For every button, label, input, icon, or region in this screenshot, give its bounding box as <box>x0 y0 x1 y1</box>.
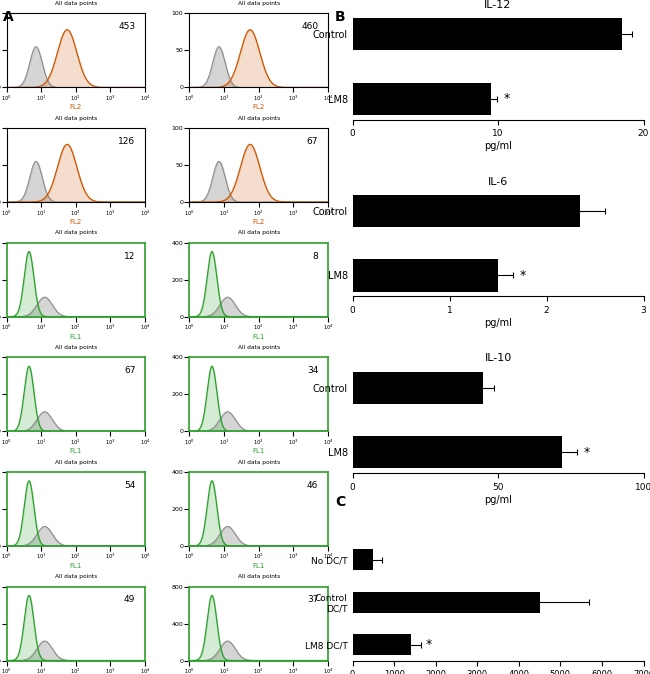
Text: 34: 34 <box>307 366 318 375</box>
X-axis label: FL1: FL1 <box>253 448 265 454</box>
X-axis label: FL1: FL1 <box>70 448 82 454</box>
Text: 37: 37 <box>307 595 318 605</box>
X-axis label: pg/ml: pg/ml <box>484 495 512 505</box>
Bar <box>352 549 373 570</box>
Text: All data points: All data points <box>238 1 280 6</box>
Text: All data points: All data points <box>55 345 97 350</box>
Bar <box>352 634 411 655</box>
Text: All data points: All data points <box>238 345 280 350</box>
X-axis label: pg/ml: pg/ml <box>484 141 512 151</box>
Text: 453: 453 <box>118 22 135 32</box>
X-axis label: FL2: FL2 <box>70 219 82 225</box>
X-axis label: FL1: FL1 <box>253 563 265 569</box>
X-axis label: FL1: FL1 <box>70 334 82 340</box>
X-axis label: FL1: FL1 <box>253 334 265 340</box>
Text: *: * <box>520 269 526 282</box>
Bar <box>352 372 484 404</box>
Text: All data points: All data points <box>55 574 97 579</box>
Bar <box>352 195 580 227</box>
Text: All data points: All data points <box>238 574 280 579</box>
Title: IL-6: IL-6 <box>488 177 508 187</box>
Text: 67: 67 <box>124 366 135 375</box>
Title: IL-12: IL-12 <box>484 0 512 10</box>
Text: All data points: All data points <box>55 231 97 235</box>
Text: All data points: All data points <box>238 460 280 464</box>
Text: C: C <box>335 495 345 510</box>
X-axis label: pg/ml: pg/ml <box>484 318 512 328</box>
Text: 49: 49 <box>124 595 135 605</box>
Title: IL-10: IL-10 <box>484 353 512 363</box>
Text: 46: 46 <box>307 481 318 490</box>
Title: LM8: LM8 <box>249 0 269 1</box>
Text: A: A <box>3 10 14 24</box>
Text: *: * <box>425 638 432 651</box>
Text: All data points: All data points <box>55 460 97 464</box>
X-axis label: FL2: FL2 <box>253 104 265 111</box>
Text: 67: 67 <box>307 137 318 146</box>
Text: All data points: All data points <box>55 1 97 6</box>
Text: 460: 460 <box>301 22 318 32</box>
Text: All data points: All data points <box>55 116 97 121</box>
Text: 126: 126 <box>118 137 135 146</box>
Text: 8: 8 <box>313 251 318 261</box>
Text: 54: 54 <box>124 481 135 490</box>
Bar <box>352 436 562 468</box>
Text: 12: 12 <box>124 251 135 261</box>
X-axis label: FL1: FL1 <box>70 563 82 569</box>
Bar <box>352 259 498 292</box>
Bar <box>352 18 621 51</box>
Text: All data points: All data points <box>238 231 280 235</box>
Text: B: B <box>335 10 345 24</box>
X-axis label: FL2: FL2 <box>253 219 265 225</box>
Title: Control: Control <box>58 0 94 1</box>
Text: All data points: All data points <box>238 116 280 121</box>
Bar <box>352 83 491 115</box>
X-axis label: FL2: FL2 <box>70 104 82 111</box>
Text: *: * <box>584 446 590 459</box>
Bar <box>352 592 540 613</box>
Text: *: * <box>504 92 510 105</box>
